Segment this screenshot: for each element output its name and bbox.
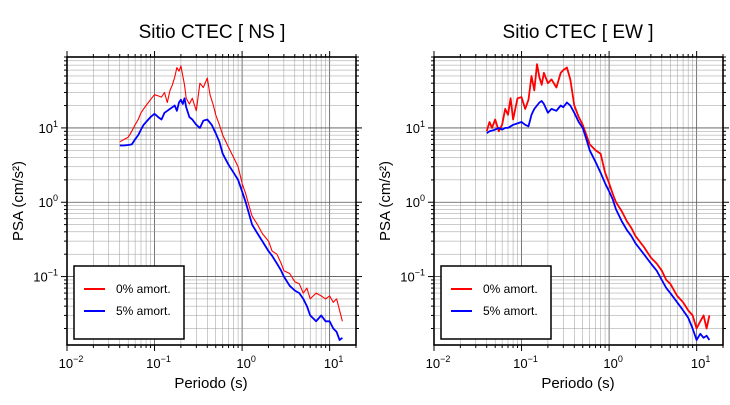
grid xyxy=(66,56,357,345)
series-line-damped xyxy=(486,100,711,341)
legend-label: 0% amort. xyxy=(483,282,538,296)
series-group xyxy=(485,63,711,341)
series-group xyxy=(119,65,343,341)
x-axis-label: Periodo (s) xyxy=(541,375,614,392)
plot-frame xyxy=(66,56,357,346)
y-tick-label: 10−1 xyxy=(33,268,58,285)
x-tick-label: 101 xyxy=(691,354,710,371)
plot-frame xyxy=(433,56,724,346)
y-tick-label: 10−1 xyxy=(400,268,425,285)
x-tick-label: 10−1 xyxy=(146,354,171,371)
legend-label: 5% amort. xyxy=(483,304,538,318)
legend-box xyxy=(440,265,552,340)
y-tick-label: 101 xyxy=(39,119,58,136)
y-tick-label: 100 xyxy=(39,193,58,210)
x-tick-label: 10−2 xyxy=(59,354,84,371)
series-line-undamped xyxy=(119,65,343,322)
x-tick-label: 100 xyxy=(236,354,255,371)
chart-panel-ns: Sitio CTEC [ NS ] 10−2 10−1 100 10110−11001… xyxy=(10,22,362,392)
x-tick-label: 100 xyxy=(603,354,622,371)
y-axis-label: PSA (cm/s²) xyxy=(10,161,27,241)
axis-ticks: 10−2 10−1 100 101 10−1 100 101 xyxy=(400,51,729,371)
series-line-damped xyxy=(119,97,343,341)
chart-panel-ew: Sitio CTEC [ EW ] 10−2 10−1 100 10110−11001… xyxy=(377,22,729,392)
y-axis-label: PSA (cm/s²) xyxy=(377,161,394,241)
x-tick-label: 10−2 xyxy=(426,354,451,371)
legend: 0% amort. 5% amort. xyxy=(73,265,185,340)
axis-ticks: 10−2 10−1 100 101 10−1 100 101 xyxy=(33,51,362,371)
legend-label: 0% amort. xyxy=(116,282,171,296)
y-tick-label: 100 xyxy=(406,193,425,210)
grid xyxy=(433,56,724,345)
legend: 0% amort. 5% amort. xyxy=(440,265,552,340)
x-tick-label: 101 xyxy=(324,354,343,371)
chart-title: Sitio CTEC [ NS ] xyxy=(139,22,286,43)
y-tick-label: 101 xyxy=(406,119,425,136)
legend-box xyxy=(73,265,185,340)
x-tick-label: 10−1 xyxy=(513,354,538,371)
series-line-undamped xyxy=(485,63,711,330)
chart-title: Sitio CTEC [ EW ] xyxy=(503,22,654,43)
legend-label: 5% amort. xyxy=(116,304,171,318)
x-axis-label: Periodo (s) xyxy=(174,375,247,392)
